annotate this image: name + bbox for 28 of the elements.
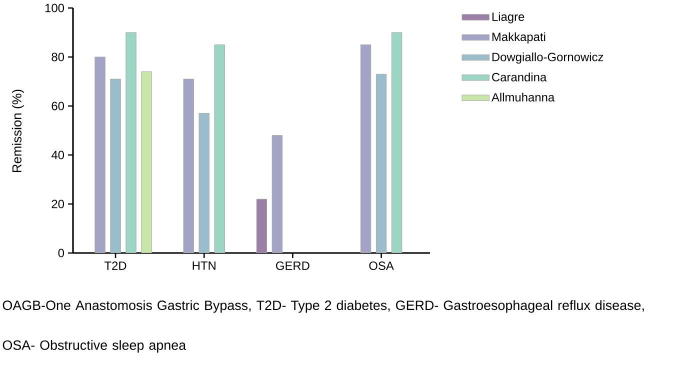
x-tick-label: T2D bbox=[104, 262, 126, 270]
bar bbox=[360, 44, 372, 253]
legend-label: Dowgiallo-Gornowicz bbox=[492, 52, 604, 64]
bar bbox=[391, 32, 402, 253]
bar bbox=[110, 78, 121, 253]
y-tick-label: 80 bbox=[52, 52, 64, 62]
y-axis-title: Remission (%) bbox=[12, 90, 24, 172]
bar bbox=[272, 135, 283, 253]
bar bbox=[376, 74, 387, 253]
text: OAGB-One Anastomosis Gastric Bypass, T2D- Type 2 diabetes, GERD- Gastroesophageal reflux disease, OSA- Obstructive sleep apnea bbox=[2, 300, 644, 353]
bar bbox=[126, 32, 136, 253]
legend-label: Liagre bbox=[492, 12, 524, 24]
bar bbox=[183, 78, 194, 253]
bar bbox=[214, 44, 225, 253]
x-tick-label: HTN bbox=[192, 262, 216, 270]
y-tick-label: 0 bbox=[58, 248, 64, 258]
legend-label: Allmuhanna bbox=[491, 92, 555, 102]
bar bbox=[141, 71, 152, 253]
y-tick-label: 100 bbox=[45, 4, 64, 12]
bar bbox=[94, 56, 106, 253]
y-tick-label: 60 bbox=[52, 102, 64, 110]
x-tick-label: OSA bbox=[369, 262, 394, 270]
y-tick-label: 20 bbox=[52, 200, 64, 208]
x-tick-label: GERD bbox=[276, 262, 310, 270]
legend-label: Makkapati bbox=[492, 32, 546, 44]
bar bbox=[198, 113, 210, 253]
legend-label: Carandina bbox=[492, 72, 547, 82]
y-tick-label: 40 bbox=[51, 150, 64, 160]
